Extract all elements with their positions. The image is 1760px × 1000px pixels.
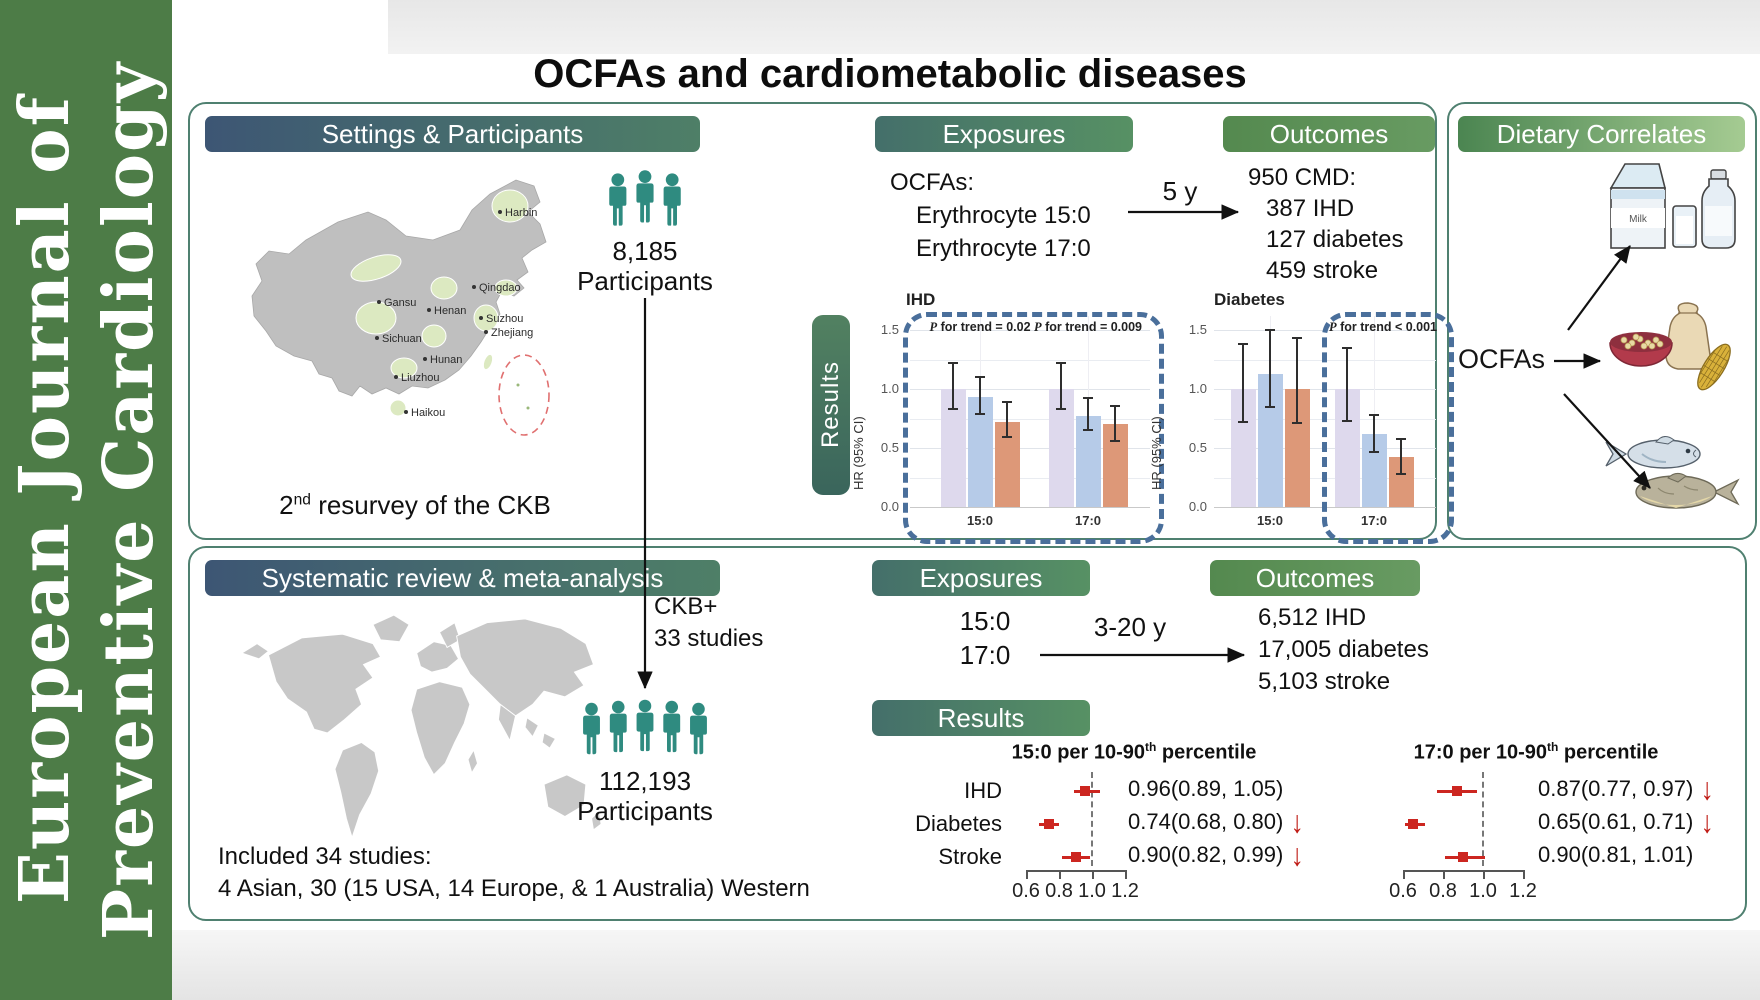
header-dietary-correlates-label: Dietary Correlates bbox=[1496, 118, 1707, 149]
map-city-label: Haikou bbox=[411, 407, 445, 419]
outcome-item-meta-ihd: 6,512 IHD bbox=[1258, 604, 1367, 631]
world-map bbox=[240, 614, 602, 840]
page-top-strip bbox=[388, 0, 1760, 54]
outcomes-cmd-title: 950 CMD: bbox=[1248, 164, 1357, 191]
header-outcomes-ckb-label: Outcomes bbox=[1269, 118, 1389, 149]
map-city-label: Qingdao bbox=[479, 282, 521, 294]
journal-title-line2: Preventive Cardiology bbox=[89, 60, 169, 940]
outcome-item-diabetes: 127 diabetes bbox=[1266, 226, 1404, 253]
map-city-label: Liuzhou bbox=[401, 372, 440, 384]
people-icon-3 bbox=[609, 170, 681, 226]
header-exposures-meta: Exposures bbox=[872, 560, 1090, 596]
header-settings-participants-label: Settings & Participants bbox=[321, 118, 584, 149]
page-bottom-strip bbox=[172, 930, 1760, 1000]
south-china-sea-dashed-inset bbox=[498, 354, 550, 436]
header-outcomes-meta: Outcomes bbox=[1210, 560, 1420, 596]
ocfas-source-label: OCFAs bbox=[1458, 344, 1546, 374]
participants-count-meta: 112,193 bbox=[598, 766, 692, 796]
participants-label-ckb: Participants bbox=[577, 266, 713, 296]
included-studies-line2: 4 Asian, 30 (15 USA, 14 Europe, & 1 Aust… bbox=[218, 875, 810, 902]
included-studies-line1: Included 34 studies: bbox=[218, 843, 432, 870]
people-icon-5 bbox=[583, 699, 707, 755]
journal-title-line1: European Journal of bbox=[5, 95, 85, 905]
beans bbox=[1620, 333, 1664, 350]
exposure-item-17-0: Erythrocyte 17:0 bbox=[916, 235, 1091, 262]
map-city-label: Zhejiang bbox=[491, 327, 533, 339]
outcome-item-meta-stroke: 5,103 stroke bbox=[1258, 668, 1391, 695]
outcomes-block-meta: 6,512 IHD 17,005 diabetes 5,103 stroke bbox=[1258, 602, 1429, 698]
outcomes-block-ckb: 950 CMD: 387 IHD 127 diabetes 459 stroke bbox=[1248, 162, 1403, 286]
header-systematic-review: Systematic review & meta-analysis bbox=[205, 560, 720, 596]
milk-carton-label: Milk bbox=[1629, 214, 1648, 225]
header-exposures-ckb-label: Exposures bbox=[942, 118, 1066, 149]
china-map: Harbin Qingdao Gansu Henan Suzhou Zhejia… bbox=[251, 179, 550, 436]
participants-count-ckb: 8,185 bbox=[612, 236, 678, 266]
exposures-block-ckb: OCFAs: Erythrocyte 15:0 Erythrocyte 17:0 bbox=[890, 166, 1091, 265]
header-results-meta-label: Results bbox=[937, 702, 1025, 733]
journal-sidebar: European Journal of Preventive Cardiolog… bbox=[0, 0, 172, 1000]
results-pill: Results bbox=[812, 315, 850, 495]
header-settings-participants: Settings & Participants bbox=[205, 116, 700, 152]
map-city-label: Harbin bbox=[505, 207, 537, 219]
map-city-labels: Harbin Qingdao Gansu Henan Suzhou Zhejia… bbox=[382, 207, 537, 419]
map-city-dots bbox=[375, 210, 502, 414]
outcome-item-meta-diabetes: 17,005 diabetes bbox=[1258, 636, 1429, 663]
figure-title: OCFAs and cardiometabolic diseases bbox=[533, 52, 1247, 96]
highlighted-provinces bbox=[350, 189, 529, 417]
exposure-item-meta-15-0: 15:0 bbox=[959, 606, 1011, 636]
followup-label-meta: 3-20 y bbox=[1093, 612, 1167, 642]
studies-count-label: 33 studies bbox=[654, 625, 764, 652]
milk-icon: Milk bbox=[1609, 163, 1736, 249]
followup-label-ckb: 5 y bbox=[1162, 176, 1198, 206]
header-exposures-ckb: Exposures bbox=[875, 116, 1133, 152]
exposures-ocfas-title: OCFAs: bbox=[890, 169, 975, 196]
header-dietary-correlates: Dietary Correlates bbox=[1458, 116, 1745, 152]
header-results-meta: Results bbox=[872, 700, 1090, 736]
fish-icon bbox=[1605, 436, 1740, 509]
header-outcomes-meta-label: Outcomes bbox=[1255, 562, 1375, 593]
outcome-item-stroke: 459 stroke bbox=[1266, 257, 1379, 284]
resurvey-note: 2nd resurvey of the CKB bbox=[279, 490, 551, 520]
exposure-item-meta-17-0: 17:0 bbox=[959, 640, 1011, 670]
participants-label-meta: Participants bbox=[577, 796, 713, 826]
exposure-item-15-0: Erythrocyte 15:0 bbox=[916, 202, 1091, 229]
results-pill-label: Results bbox=[817, 361, 844, 449]
grains-icon bbox=[1609, 302, 1731, 391]
map-city-label: Gansu bbox=[384, 297, 416, 309]
map-city-label: Suzhou bbox=[486, 313, 523, 325]
island-dot bbox=[516, 383, 520, 387]
header-outcomes-ckb: Outcomes bbox=[1223, 116, 1435, 152]
map-city-label: Sichuan bbox=[382, 333, 422, 345]
island-dot bbox=[526, 406, 530, 410]
header-systematic-review-label: Systematic review & meta-analysis bbox=[261, 562, 664, 593]
ckb-plus-label: CKB+ bbox=[654, 593, 718, 620]
map-city-label: Hunan bbox=[430, 354, 462, 366]
header-exposures-meta-label: Exposures bbox=[919, 562, 1043, 593]
outcome-item-ihd: 387 IHD bbox=[1266, 195, 1355, 222]
map-city-label: Henan bbox=[434, 305, 466, 317]
